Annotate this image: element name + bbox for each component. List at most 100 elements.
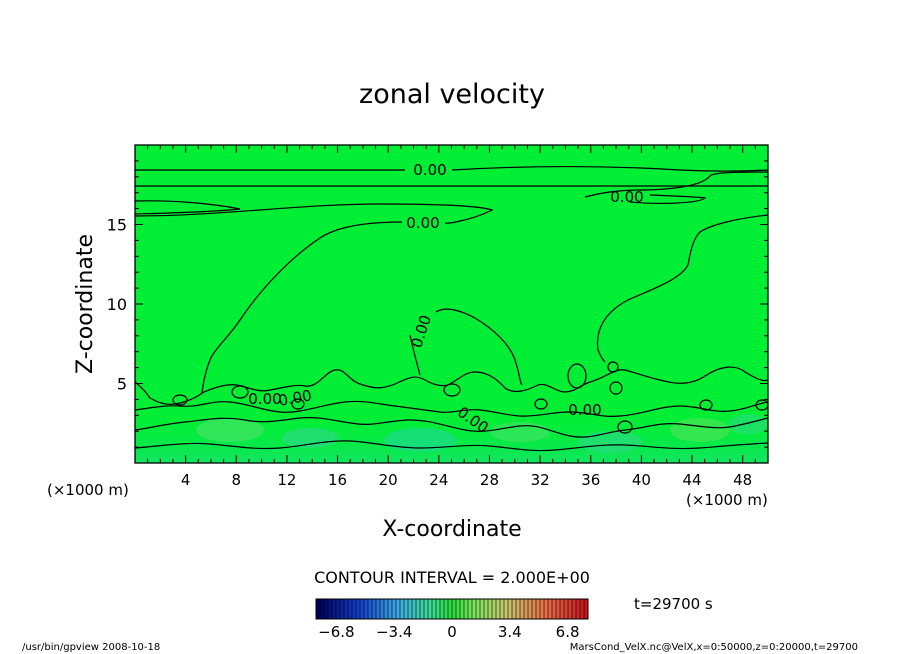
colorbar-bin bbox=[404, 599, 408, 619]
colorbar-bin bbox=[432, 599, 436, 619]
contour-lines bbox=[135, 166, 768, 452]
colorbar-bin bbox=[332, 599, 336, 619]
colorbar-bin bbox=[484, 599, 488, 619]
x-tick-label: 28 bbox=[480, 471, 499, 489]
colorbar bbox=[315, 599, 588, 619]
colorbar-bin bbox=[348, 599, 352, 619]
x-tick-label: 36 bbox=[581, 471, 600, 489]
contour-line bbox=[135, 200, 241, 215]
contour-line bbox=[201, 221, 403, 394]
colorbar-bin bbox=[500, 599, 504, 619]
colorbar-bin bbox=[364, 599, 368, 619]
colorbar-bin bbox=[368, 599, 372, 619]
x-axis-label: X-coordinate bbox=[382, 517, 521, 542]
contour-line bbox=[584, 171, 768, 198]
colorbar-bin bbox=[568, 599, 572, 619]
x-axis: 4 8 12 16 20 24 28 32 36 40 44 48 bbox=[147, 145, 756, 489]
colorbar-bin bbox=[472, 599, 476, 619]
x-unit-right: (×1000 m) bbox=[686, 491, 768, 509]
contour-label: 0.00 bbox=[248, 390, 281, 408]
contour-line bbox=[135, 417, 768, 438]
contour-line bbox=[629, 194, 707, 205]
colorbar-bin bbox=[424, 599, 428, 619]
colorbar-bin bbox=[456, 599, 460, 619]
colorbar-tick-label: 0 bbox=[447, 623, 457, 641]
footer-right: MarsCond_VelX.nc@VelX,x=0:50000,z=0:2000… bbox=[570, 642, 858, 653]
contour-line bbox=[409, 308, 523, 386]
colorbar-bin bbox=[448, 599, 452, 619]
colorbar-bin bbox=[320, 599, 324, 619]
colorbar-bin bbox=[536, 599, 540, 619]
colorbar-bin bbox=[344, 599, 348, 619]
x-tick-label: 20 bbox=[379, 471, 398, 489]
contour-line bbox=[596, 214, 768, 363]
x-unit-left: (×1000 m) bbox=[47, 481, 129, 499]
contour-label: 0.00 bbox=[568, 401, 601, 419]
y-tick-label: 15 bbox=[107, 216, 127, 235]
colorbar-tick-label: −3.4 bbox=[376, 623, 412, 641]
x-tick-label: 4 bbox=[181, 471, 191, 489]
colorbar-ticks: −6.8 −3.4 0 3.4 6.8 bbox=[318, 623, 579, 641]
colorbar-bin bbox=[556, 599, 560, 619]
colorbar-bin bbox=[400, 599, 404, 619]
contour-interval: CONTOUR INTERVAL = 2.000E+00 bbox=[314, 568, 590, 587]
y-axis-label: Z-coordinate bbox=[73, 234, 98, 374]
contour-line bbox=[135, 366, 768, 405]
chart-title: zonal velocity bbox=[359, 79, 545, 110]
time-label: t=29700 s bbox=[634, 595, 713, 613]
colorbar-bin bbox=[356, 599, 360, 619]
colorbar-bin bbox=[552, 599, 556, 619]
colorbar-bin bbox=[340, 599, 344, 619]
near-surface-variability bbox=[135, 405, 768, 463]
colorbar-bin bbox=[436, 599, 440, 619]
contour-line bbox=[135, 203, 494, 224]
colorbar-bin bbox=[352, 599, 356, 619]
colorbar-bin bbox=[544, 599, 548, 619]
colorbar-bin bbox=[464, 599, 468, 619]
colorbar-bin bbox=[540, 599, 544, 619]
y-tick-label: 10 bbox=[107, 295, 127, 314]
colorbar-bin bbox=[396, 599, 400, 619]
colorbar-bin bbox=[452, 599, 456, 619]
colorbar-bin bbox=[508, 599, 512, 619]
colorbar-bin bbox=[416, 599, 420, 619]
x-tick-label: 40 bbox=[632, 471, 651, 489]
colorbar-bin bbox=[572, 599, 576, 619]
y-axis: 5 10 15 bbox=[107, 160, 768, 448]
colorbar-tick-label: 3.4 bbox=[498, 623, 522, 641]
colorbar-bin bbox=[480, 599, 484, 619]
x-tick-label: 32 bbox=[531, 471, 550, 489]
colorbar-bin bbox=[428, 599, 432, 619]
colorbar-bin bbox=[576, 599, 580, 619]
colorbar-bin bbox=[516, 599, 520, 619]
x-tick-label: 8 bbox=[232, 471, 242, 489]
colorbar-bin bbox=[388, 599, 392, 619]
contour-label: 0.00 bbox=[413, 161, 446, 179]
colorbar-bin bbox=[444, 599, 448, 619]
colorbar-bin bbox=[440, 599, 444, 619]
colorbar-tick-label: −6.8 bbox=[318, 623, 354, 641]
colorbar-bin bbox=[376, 599, 380, 619]
colorbar-bin bbox=[488, 599, 492, 619]
colorbar-bin bbox=[512, 599, 516, 619]
colorbar-bin bbox=[392, 599, 396, 619]
x-tick-label: 16 bbox=[328, 471, 347, 489]
colorbar-bin bbox=[316, 599, 320, 619]
x-tick-label: 12 bbox=[277, 471, 296, 489]
contour-line bbox=[135, 440, 768, 452]
x-tick-label: 24 bbox=[429, 471, 448, 489]
colorbar-bin bbox=[524, 599, 528, 619]
colorbar-bin bbox=[504, 599, 508, 619]
y-tick-label: 5 bbox=[117, 375, 127, 394]
colorbar-bin bbox=[532, 599, 536, 619]
colorbar-bin bbox=[528, 599, 532, 619]
colorbar-bin bbox=[492, 599, 496, 619]
colorbar-bin bbox=[460, 599, 464, 619]
colorbar-bin bbox=[380, 599, 384, 619]
colorbar-tick-label: 6.8 bbox=[556, 623, 580, 641]
colorbar-bin bbox=[584, 599, 588, 619]
contour-label: 0.00 bbox=[277, 386, 313, 410]
contour-line bbox=[135, 400, 768, 418]
colorbar-bin bbox=[520, 599, 524, 619]
